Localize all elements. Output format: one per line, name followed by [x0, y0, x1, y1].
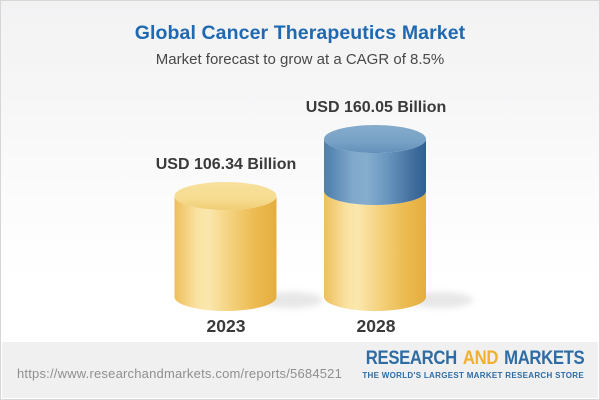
value-label-2023: USD 106.34 Billion [155, 156, 297, 173]
page-title: Global Cancer Therapeutics Market [134, 22, 466, 44]
logo-tagline: THE WORLD'S LARGEST MARKET RESEARCH STOR… [362, 371, 584, 380]
bar-2023-top [174, 182, 277, 210]
logo-word-markets: MARKETS [503, 348, 585, 369]
bar-2028-growth-segment [324, 139, 426, 205]
category-label-2028: 2028 [356, 316, 396, 336]
bar-2028-base-segment [324, 191, 426, 311]
research-and-markets-logo: RESEARCH AND MARKETS THE WORLD'S LARGEST… [336, 348, 584, 380]
report-url: https://www.researchandmarkets.com/repor… [17, 366, 343, 381]
page-subtitle: Market forecast to grow at a CAGR of 8.5… [155, 51, 445, 68]
bar-2028 [324, 125, 426, 311]
bar-2028-top [324, 125, 426, 153]
logo-wordmark: RESEARCH AND MARKETS [365, 348, 584, 370]
category-label-2023: 2023 [206, 316, 246, 336]
bar-2023-side [174, 196, 277, 312]
bar-2023 [174, 182, 277, 312]
logo-word-and: AND [462, 348, 499, 369]
logo-word-research: RESEARCH [365, 348, 457, 369]
value-label-2028: USD 160.05 Billion [305, 99, 447, 116]
footer-bar: https://www.researchandmarkets.com/repor… [2, 342, 598, 398]
